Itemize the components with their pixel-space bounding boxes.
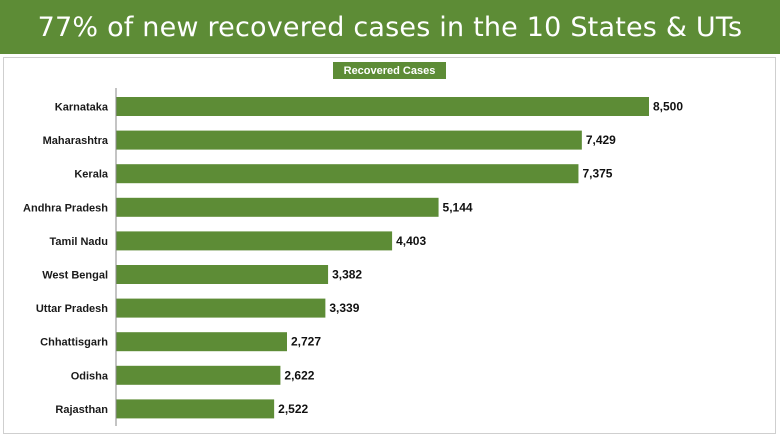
value-label-maharashtra: 7,429 bbox=[586, 133, 616, 147]
page-title: 77% of new recovered cases in the 10 Sta… bbox=[37, 11, 743, 43]
category-label-rajasthan: Rajasthan bbox=[55, 404, 108, 416]
bar-andhra-pradesh bbox=[116, 197, 439, 217]
category-label-uttar-pradesh: Uttar Pradesh bbox=[36, 303, 108, 315]
category-label-west-bengal: West Bengal bbox=[42, 270, 108, 282]
category-label-karnataka: Karnataka bbox=[55, 102, 109, 114]
category-label-tamil-nadu: Tamil Nadu bbox=[50, 236, 108, 248]
bar-kerala bbox=[116, 164, 579, 184]
category-label-andhra-pradesh: Andhra Pradesh bbox=[23, 202, 108, 214]
bar-maharashtra bbox=[116, 130, 582, 150]
bar-rajasthan bbox=[116, 399, 275, 419]
value-label-uttar-pradesh: 3,339 bbox=[329, 301, 359, 315]
legend-label: Recovered Cases bbox=[333, 62, 446, 79]
value-label-west-bengal: 3,382 bbox=[332, 268, 362, 282]
bar-odisha bbox=[116, 365, 281, 385]
bar-west-bengal bbox=[116, 265, 329, 284]
bar-karnataka bbox=[116, 97, 649, 116]
category-label-maharashtra: Maharashtra bbox=[43, 135, 109, 147]
category-label-kerala: Kerala bbox=[74, 169, 109, 181]
title-banner: 77% of new recovered cases in the 10 Sta… bbox=[0, 0, 780, 54]
bar-uttar-pradesh bbox=[116, 298, 326, 318]
bar-tamil-nadu bbox=[116, 231, 393, 251]
labels-group: Karnataka 8,500 Maharashtra 7,429 Kerala 7,37… bbox=[23, 100, 683, 416]
category-label-chhattisgarh: Chhattisgarh bbox=[40, 337, 108, 349]
value-label-tamil-nadu: 4,403 bbox=[396, 234, 426, 248]
value-label-rajasthan: 2,522 bbox=[278, 402, 308, 416]
value-label-karnataka: 8,500 bbox=[653, 100, 683, 114]
value-label-andhra-pradesh: 5,144 bbox=[443, 200, 473, 214]
value-label-odisha: 2,622 bbox=[284, 368, 314, 382]
category-label-odisha: Odisha bbox=[71, 370, 109, 382]
value-label-chhattisgarh: 2,727 bbox=[291, 335, 321, 349]
value-label-kerala: 7,375 bbox=[582, 167, 612, 181]
bars-group bbox=[116, 97, 649, 419]
bar-chhattisgarh bbox=[116, 332, 287, 352]
